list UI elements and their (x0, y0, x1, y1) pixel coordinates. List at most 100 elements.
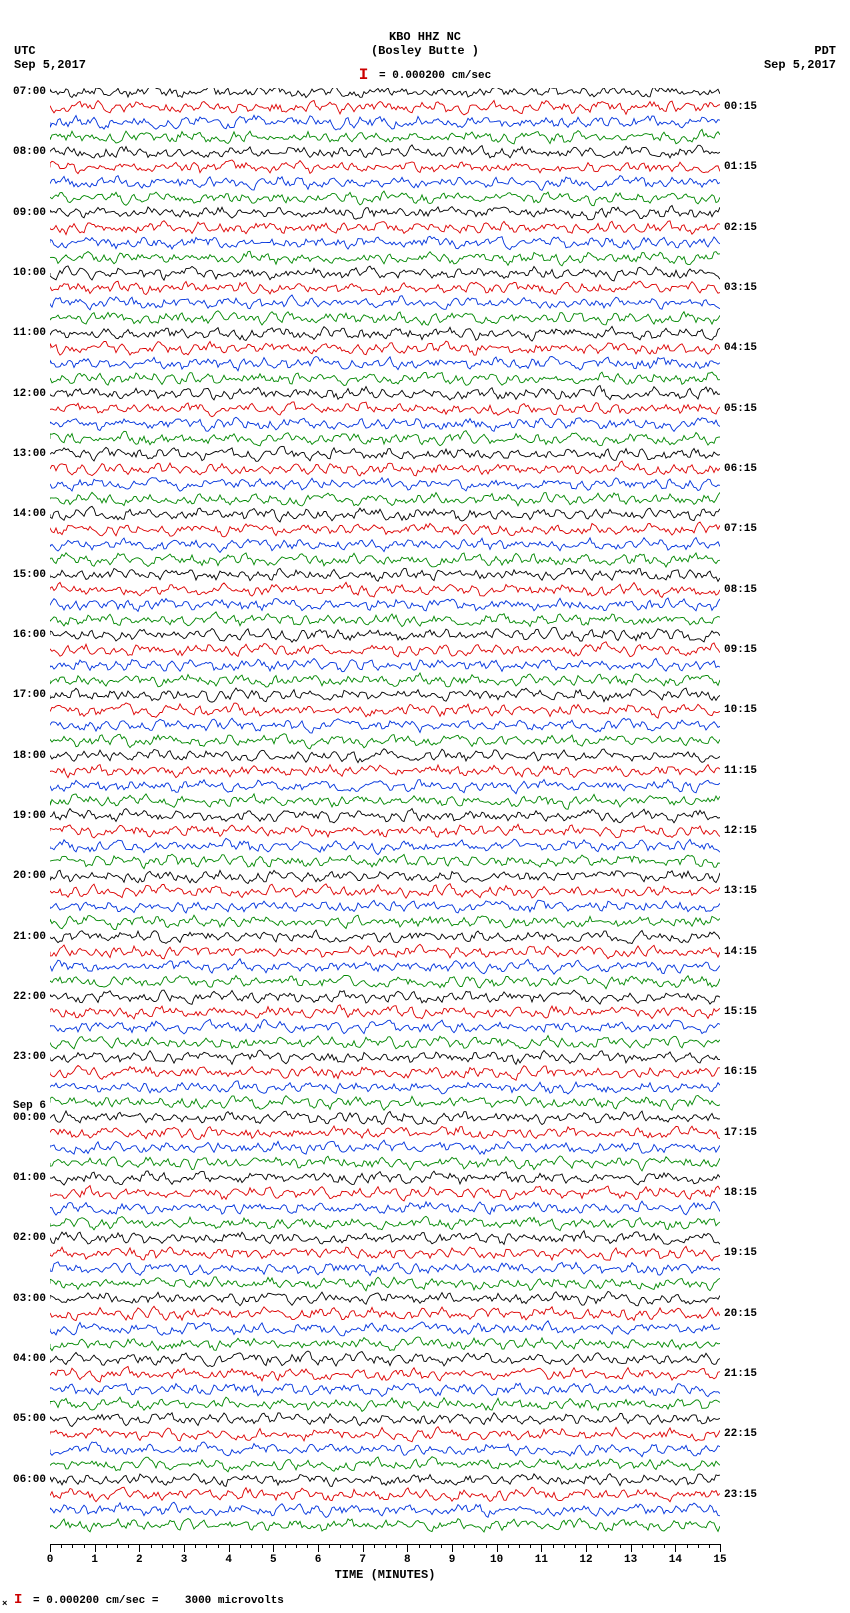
x-tick-major (229, 1544, 230, 1552)
trace-line (50, 341, 720, 355)
x-tick-minor (620, 1544, 621, 1548)
x-tick-minor (117, 1544, 118, 1548)
trace-line (50, 642, 720, 657)
station-name: (Bosley Butte ) (0, 44, 850, 58)
trace-line (50, 990, 720, 1004)
footer-mv: 3000 microvolts (185, 1595, 284, 1607)
trace-line (50, 900, 720, 913)
x-tick-label: 4 (225, 1554, 232, 1566)
trace-line (50, 1050, 720, 1064)
utc-day-label: Sep 6 (13, 1100, 46, 1112)
trace-line (50, 386, 720, 401)
trace-line (50, 612, 720, 627)
footer-eq: = (33, 1595, 40, 1607)
utc-time-label: 14:00 (13, 508, 46, 520)
trace-line (50, 568, 720, 581)
trace-line (50, 658, 720, 671)
utc-time-label: 07:00 (13, 86, 46, 98)
pdt-time-label: 12:15 (724, 825, 757, 837)
x-tick-minor (508, 1544, 509, 1548)
trace-line (50, 522, 720, 537)
x-tick-minor (374, 1544, 375, 1548)
x-tick-minor (173, 1544, 174, 1548)
trace-line (50, 402, 720, 417)
x-tick-major (95, 1544, 96, 1552)
trace-line (50, 1413, 720, 1427)
pdt-time-label: 20:15 (724, 1308, 757, 1320)
x-tick-major (720, 1544, 721, 1552)
trace-line (50, 236, 720, 249)
utc-time-label: 05:00 (13, 1413, 46, 1425)
x-tick-minor (430, 1544, 431, 1548)
station-code: KBO HHZ NC (0, 30, 850, 44)
pdt-time-label: 05:15 (724, 403, 757, 415)
trace-line (50, 281, 720, 295)
trace-line (50, 1156, 720, 1171)
utc-time-label: 06:00 (13, 1474, 46, 1486)
utc-time-label: 03:00 (13, 1293, 46, 1305)
trace-line (50, 357, 720, 371)
x-tick-label: 5 (270, 1554, 277, 1566)
trace-line (50, 1246, 720, 1261)
x-tick-major (318, 1544, 319, 1552)
trace-line (50, 88, 720, 98)
pdt-time-label: 19:15 (724, 1247, 757, 1259)
x-tick-major (273, 1544, 274, 1552)
trace-line (50, 688, 720, 702)
trace-line (50, 1140, 720, 1154)
trace-line (50, 780, 720, 794)
pdt-time-label: 03:15 (724, 282, 757, 294)
trace-line (50, 1457, 720, 1472)
plot-area: 07:0000:1508:0001:1509:0002:1510:0003:15… (50, 88, 720, 1536)
trace-line (50, 975, 720, 988)
x-tick-minor (340, 1544, 341, 1548)
utc-time-label: 00:00 (13, 1112, 46, 1124)
utc-time-label: 15:00 (13, 569, 46, 581)
trace-line (50, 824, 720, 838)
pdt-time-label: 02:15 (724, 222, 757, 234)
trace-line (50, 492, 720, 506)
x-tick-major (407, 1544, 408, 1552)
x-tick-minor (385, 1544, 386, 1548)
trace-line (50, 959, 720, 974)
trace-line (50, 1442, 720, 1457)
trace-line (50, 206, 720, 220)
utc-time-label: 20:00 (13, 870, 46, 882)
trace-line (50, 598, 720, 611)
x-tick-minor (151, 1544, 152, 1548)
x-tick-minor (608, 1544, 609, 1548)
x-tick-minor (72, 1544, 73, 1548)
x-tick-minor (206, 1544, 207, 1548)
x-tick-minor (240, 1544, 241, 1548)
x-tick-minor (664, 1544, 665, 1548)
trace-line (50, 673, 720, 687)
pdt-time-label: 10:15 (724, 704, 757, 716)
x-tick-minor (564, 1544, 565, 1548)
trace-line (50, 1096, 720, 1111)
x-tick-minor (285, 1544, 286, 1548)
utc-time-label: 17:00 (13, 689, 46, 701)
x-tick-major (675, 1544, 676, 1552)
x-tick-minor (61, 1544, 62, 1548)
trace-line (50, 311, 720, 325)
trace-line (50, 1321, 720, 1336)
trace-line (50, 1036, 720, 1049)
trace-line (50, 718, 720, 733)
utc-time-label: 10:00 (13, 267, 46, 279)
trace-line (50, 794, 720, 809)
pdt-time-label: 06:15 (724, 463, 757, 475)
x-tick-minor (296, 1544, 297, 1548)
x-tick-minor (474, 1544, 475, 1548)
trace-line (50, 115, 720, 130)
x-tick-major (139, 1544, 140, 1552)
pdt-time-label: 18:15 (724, 1187, 757, 1199)
trace-line (50, 734, 720, 749)
pdt-time-label: 04:15 (724, 342, 757, 354)
pdt-time-label: 21:15 (724, 1368, 757, 1380)
helicorder-plot: KBO HHZ NC (Bosley Butte ) UTC Sep 5,201… (0, 0, 850, 1613)
x-tick-minor (128, 1544, 129, 1548)
trace-line (50, 1126, 720, 1140)
x-tick-label: 15 (713, 1554, 726, 1566)
trace-line (50, 1383, 720, 1396)
trace-line (50, 1201, 720, 1215)
